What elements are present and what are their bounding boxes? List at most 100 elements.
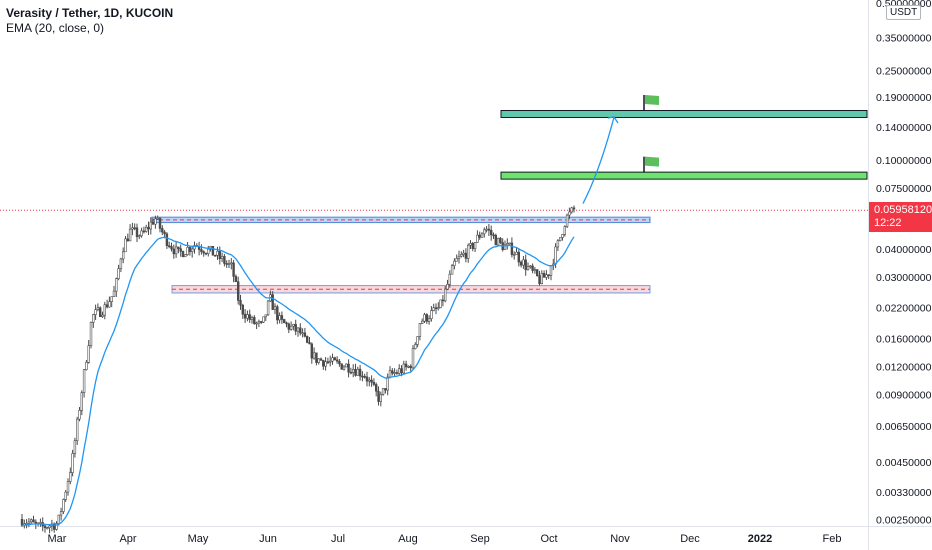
candle-body	[243, 313, 247, 319]
price-tick-label: 0.19000000	[876, 92, 932, 104]
candle-body	[450, 265, 454, 275]
candle-body	[184, 254, 187, 258]
current-price-tag: 0.05958120 12:22	[869, 202, 932, 232]
candle-body	[535, 269, 539, 276]
candle-body	[273, 306, 277, 310]
candle-body	[466, 244, 470, 259]
candle-body	[76, 418, 79, 441]
candle-body	[508, 242, 511, 245]
candle-body	[80, 392, 84, 411]
price-tick-label: 0.02200000	[876, 302, 932, 314]
candle-body	[404, 363, 408, 368]
candle-body	[214, 254, 217, 257]
price-tick-label: 0.00450000	[876, 457, 932, 469]
candle-body	[349, 371, 353, 374]
candle-body	[27, 521, 31, 524]
time-tick-label: Oct	[540, 533, 557, 545]
candle-body	[414, 344, 417, 349]
candle-body	[457, 255, 461, 259]
symbol-title[interactable]: Verasity / Tether, 1D, KUCOIN	[6, 6, 174, 20]
candle-body	[112, 290, 116, 297]
time-tick-label: Dec	[680, 533, 700, 545]
candle-body	[253, 317, 256, 324]
candle-body	[347, 363, 350, 373]
candle-body	[20, 518, 24, 526]
candle-body	[138, 235, 141, 238]
candle-body	[202, 251, 205, 254]
candle-body	[370, 379, 373, 383]
candle-body	[264, 314, 267, 318]
candle-body	[161, 228, 164, 233]
candle-body	[326, 361, 330, 363]
flag-icon	[645, 156, 659, 167]
candle-body	[186, 247, 189, 255]
price-tick-label: 0.25000000	[876, 65, 932, 77]
candle-body	[181, 251, 185, 258]
ema-indicator-label[interactable]: EMA (20, close, 0)	[6, 21, 105, 35]
candle-body	[473, 242, 477, 249]
candle-body	[128, 228, 132, 242]
candle-body	[471, 243, 474, 249]
candle-body	[554, 246, 557, 265]
candle-body	[310, 343, 313, 359]
candle-body	[439, 299, 442, 308]
candle-body	[266, 300, 270, 316]
candle-body	[437, 307, 440, 310]
bar-countdown: 12:22	[874, 217, 902, 229]
time-tick-label: Sep	[470, 533, 490, 545]
candle-body	[87, 345, 90, 363]
candle-body	[388, 370, 392, 378]
candle-body	[469, 243, 472, 246]
price-tick-label: 0.00330000	[876, 487, 932, 499]
candle-body	[407, 365, 410, 368]
candle-body	[494, 234, 497, 246]
candle-body	[420, 320, 424, 324]
candle-body	[117, 268, 120, 280]
candle-body	[547, 274, 550, 277]
candle-body	[177, 246, 180, 249]
candle-body	[55, 523, 58, 530]
candle-body	[489, 230, 493, 236]
candle-body	[191, 248, 194, 252]
time-tick-label: Mar	[48, 533, 67, 545]
candle-body	[124, 238, 127, 253]
candle-body	[255, 322, 258, 325]
candle-body	[328, 360, 332, 363]
candle-body	[299, 327, 302, 334]
candle-body	[556, 240, 560, 248]
candle-body	[397, 368, 401, 374]
candle-body	[512, 254, 516, 256]
candle-body	[374, 384, 378, 392]
candle-body	[510, 242, 514, 255]
currency-badge[interactable]: USDT	[886, 5, 922, 20]
candle-body	[115, 278, 118, 292]
candle-body	[335, 359, 339, 362]
candle-body	[391, 370, 394, 374]
candle-body	[168, 245, 171, 248]
price-tick-label: 0.14000000	[876, 122, 932, 134]
candle-body	[464, 252, 468, 259]
candle-body	[377, 390, 380, 402]
price-tick-label: 0.07500000	[876, 183, 932, 195]
candle-body	[379, 394, 382, 402]
candle-body	[103, 304, 107, 316]
candle-body	[163, 231, 166, 235]
candle-body	[149, 221, 152, 230]
candle-body	[239, 300, 242, 306]
candle-body	[278, 315, 281, 321]
candles	[20, 205, 576, 534]
candle-body	[453, 260, 456, 267]
candle-body	[92, 314, 95, 323]
candle-body	[351, 369, 355, 373]
candle-body	[563, 226, 567, 235]
candle-body	[503, 244, 507, 250]
candle-body	[34, 521, 38, 524]
candle-body	[218, 250, 221, 260]
projection-arrow	[582, 116, 615, 204]
candle-body	[230, 262, 233, 265]
candle-body	[66, 481, 70, 493]
candle-body	[94, 309, 97, 315]
candle-body	[122, 251, 125, 260]
candle-body	[227, 263, 231, 265]
